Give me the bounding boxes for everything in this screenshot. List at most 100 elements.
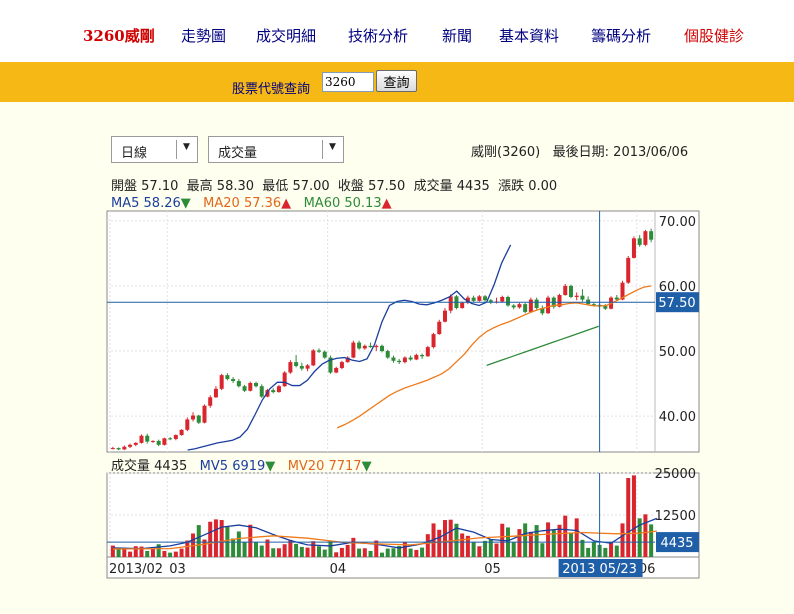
volume-bar [202,539,207,557]
volume-bar [563,515,568,557]
volume-label: 成交量 [413,179,453,194]
candle [374,345,379,348]
candle [305,365,310,369]
candle [317,350,322,352]
candle [391,357,396,361]
candle [420,354,425,357]
candle [568,285,573,297]
candle [357,342,362,349]
nav-stock-health[interactable]: 個股健診 [684,27,745,45]
x-tick-label: 2013/02 [109,562,163,577]
candle [213,388,218,398]
x-tick-label: 05 [484,562,501,577]
ma20-value: 57.36 [243,196,282,211]
volume-bar [425,534,430,557]
volume-bar [362,548,367,557]
candle [603,306,608,309]
candle [425,347,430,357]
candle [191,415,196,420]
candle [156,440,161,445]
ma5-value: 58.26 [143,196,181,211]
volume-bar [334,552,339,557]
vol-value: 4435 [154,459,188,474]
volume-bar [614,545,619,557]
volume-bar [465,535,470,557]
volume-bar [276,548,281,557]
volume-bar [213,519,218,557]
nav-chip-analysis[interactable]: 籌碼分析 [591,27,652,45]
volume-bar [317,546,322,557]
volume-bar [231,538,236,557]
volume-bar [156,544,161,557]
nav-news[interactable]: 新聞 [442,27,473,45]
down-arrow-icon: ▼ [180,196,191,211]
volume-bar [110,545,115,557]
mv20-value: 7717 [328,459,362,474]
candle [505,296,510,306]
candle [133,442,138,445]
nav-basic-info[interactable]: 基本資料 [499,27,560,45]
volume-bar [540,543,545,557]
stock-chart[interactable]: 70.00 60.00 50.00 40.00 2013/02 03 04 05 06 25000… [0,102,794,614]
volume-bar [517,529,522,557]
volume-bar [219,520,224,557]
candle [328,357,333,373]
volume-bar [328,540,333,557]
candle [397,360,402,363]
volume-bar [534,525,539,557]
candle [465,297,470,303]
volume-bar [357,548,362,557]
candle [248,382,253,391]
volume-bar [546,522,551,557]
indicator-select[interactable]: 成交量 ▼ [208,136,344,163]
volume-bar [437,529,442,557]
open-value: 57.10 [141,179,179,194]
candle [431,334,436,348]
nav-trend-chart[interactable]: 走勢圖 [181,27,227,45]
volume-bar [265,539,270,557]
candle [626,257,631,283]
candle [208,397,213,406]
volume-bar [116,549,121,557]
top-navigation: 3260威剛 走勢圖 成交明細 技術分析 新聞 基本資料 籌碼分析 個股健診 [0,0,794,62]
volume-bar [568,533,573,557]
candle [122,446,127,450]
candle [500,296,505,302]
candle [271,390,276,393]
volume-bar [311,541,316,557]
candle [574,295,579,297]
search-button[interactable]: 查詢 [376,70,417,92]
volume-bar [128,551,133,557]
x-tick-label: 06 [639,562,656,577]
price-tick-label: 60.00 [659,280,696,295]
stock-name: 威剛(3260) [471,145,541,160]
volume-bar [637,518,642,557]
ma60-value: 50.13 [344,196,382,211]
indicator-select-value: 成交量 [218,146,258,161]
candle [460,302,465,309]
candle [311,350,316,366]
stock-code-input[interactable] [322,72,374,92]
search-label: 股票代號查詢 [232,82,311,97]
period-select[interactable]: 日線 ▼ [111,136,198,163]
price-tick-label: 40.00 [659,410,696,425]
volume-bar [523,523,528,557]
x-tick-label: 03 [169,562,186,577]
mv20-line [112,530,657,550]
candle [591,304,596,306]
low-value: 57.00 [292,179,330,194]
x-tick-label: 04 [330,562,347,577]
candle [546,297,551,314]
up-arrow-icon: ▲ [281,196,292,211]
nav-trade-details[interactable]: 成交明細 [256,27,317,45]
volume-bar [528,531,533,557]
nav-technical-analysis[interactable]: 技術分析 [348,27,409,45]
ma60-label: MA60 [303,196,341,211]
candle [339,362,344,368]
volume-bar [442,520,447,557]
volume-bar [299,546,304,557]
volume-bar [133,546,138,557]
candle [288,362,293,373]
nav-stock-code[interactable]: 3260威剛 [83,27,155,45]
volume-bar [477,546,482,557]
